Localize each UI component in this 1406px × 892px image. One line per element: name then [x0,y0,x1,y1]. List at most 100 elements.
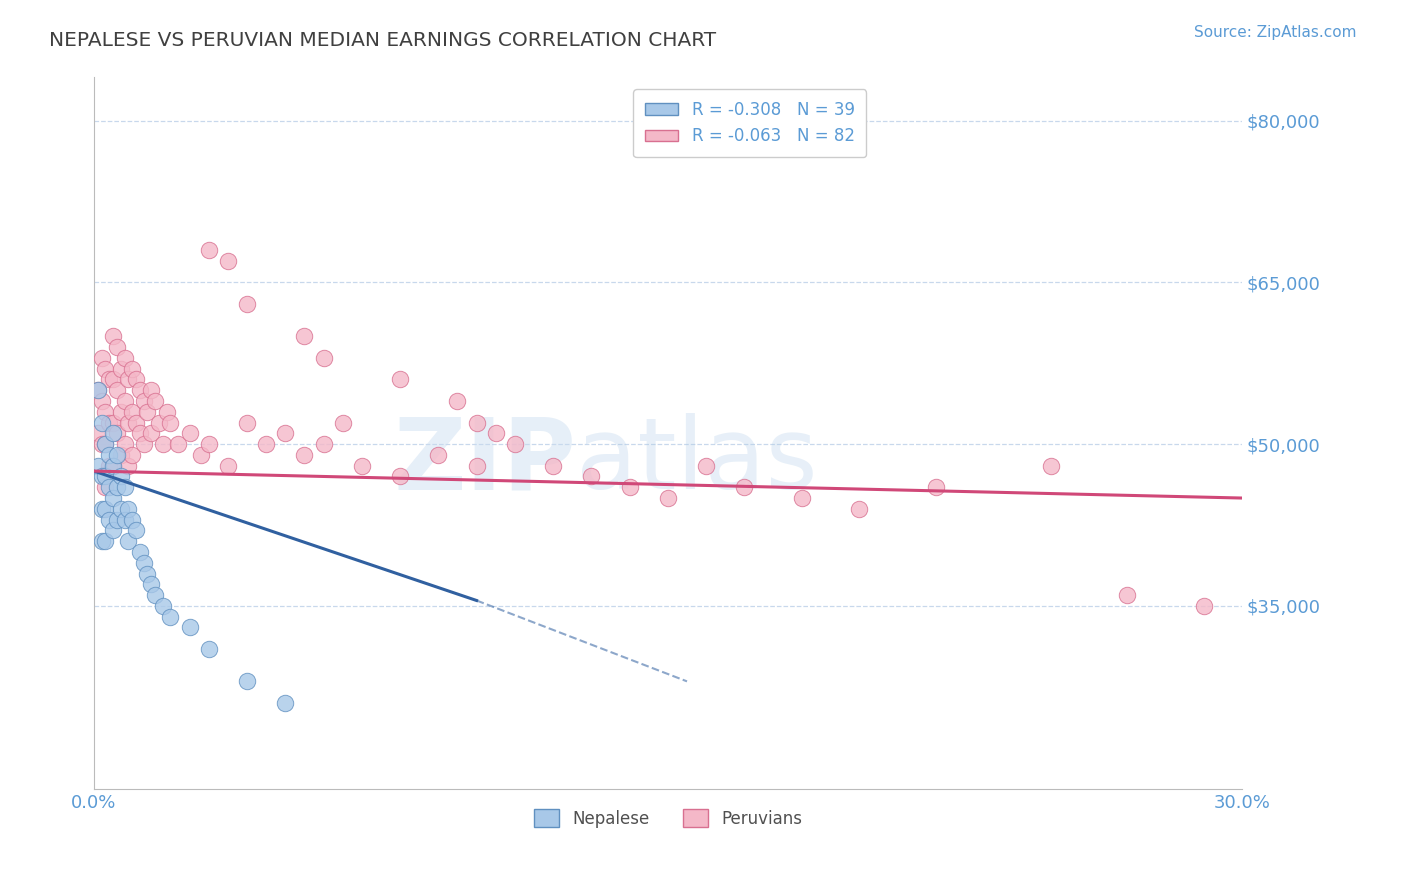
Point [87,426,110,441]
Point [143,588,166,602]
Point [292,448,315,462]
Point [117,372,139,386]
Point [117,501,139,516]
Point [136,405,159,419]
Point [152,599,174,613]
Point [733,480,755,494]
Point [1039,458,1062,473]
Point [98,513,121,527]
Point [101,426,124,441]
Point [90,469,112,483]
Point [132,437,155,451]
Point [105,513,128,527]
Point [156,405,179,419]
Point [695,458,717,473]
Point [389,372,412,386]
Point [94,405,117,419]
Point [217,253,239,268]
Point [87,458,110,473]
Point [790,491,813,505]
Point [132,556,155,570]
Point [110,448,132,462]
Point [236,297,259,311]
Point [427,448,450,462]
Point [117,534,139,549]
Point [117,416,139,430]
Point [925,480,948,494]
Point [101,491,124,505]
Point [312,437,335,451]
Point [1116,588,1139,602]
Point [105,383,128,397]
Text: atlas: atlas [576,413,818,510]
Point [114,513,136,527]
Point [105,340,128,354]
Point [128,426,150,441]
Point [90,394,112,409]
Point [90,501,112,516]
Text: NEPALESE VS PERUVIAN MEDIAN EARNINGS CORRELATION CHART: NEPALESE VS PERUVIAN MEDIAN EARNINGS COR… [49,31,716,50]
Point [541,458,564,473]
Point [105,448,128,462]
Point [197,642,219,657]
Point [98,416,121,430]
Point [503,437,526,451]
Point [148,416,170,430]
Point [101,458,124,473]
Point [485,426,508,441]
Point [197,243,219,257]
Point [141,383,163,397]
Point [125,416,148,430]
Point [332,416,354,430]
Text: ZIP: ZIP [394,413,576,510]
Legend: Nepalese, Peruvians: Nepalese, Peruvians [527,803,808,834]
Point [98,448,121,462]
Point [179,620,201,634]
Point [114,437,136,451]
Point [1192,599,1215,613]
Point [446,394,468,409]
Point [110,501,132,516]
Point [254,437,277,451]
Point [128,545,150,559]
Point [114,351,136,365]
Point [350,458,373,473]
Point [94,437,117,451]
Point [110,361,132,376]
Point [848,501,870,516]
Point [236,674,259,689]
Point [179,426,201,441]
Point [90,437,112,451]
Point [121,361,143,376]
Point [236,416,259,430]
Point [121,405,143,419]
Point [312,351,335,365]
Point [141,426,163,441]
Point [159,609,181,624]
Point [274,426,297,441]
Point [101,372,124,386]
Point [94,534,117,549]
Point [114,480,136,494]
Point [657,491,679,505]
Point [159,416,181,430]
Point [105,426,128,441]
Point [292,329,315,343]
Point [101,458,124,473]
Point [94,501,117,516]
Point [101,524,124,538]
Point [136,566,159,581]
Point [98,480,121,494]
Point [101,329,124,343]
Point [90,351,112,365]
Point [121,513,143,527]
Point [190,448,212,462]
Point [132,394,155,409]
Point [87,383,110,397]
Point [274,696,297,710]
Point [141,577,163,591]
Point [389,469,412,483]
Point [143,394,166,409]
Point [217,458,239,473]
Point [152,437,174,451]
